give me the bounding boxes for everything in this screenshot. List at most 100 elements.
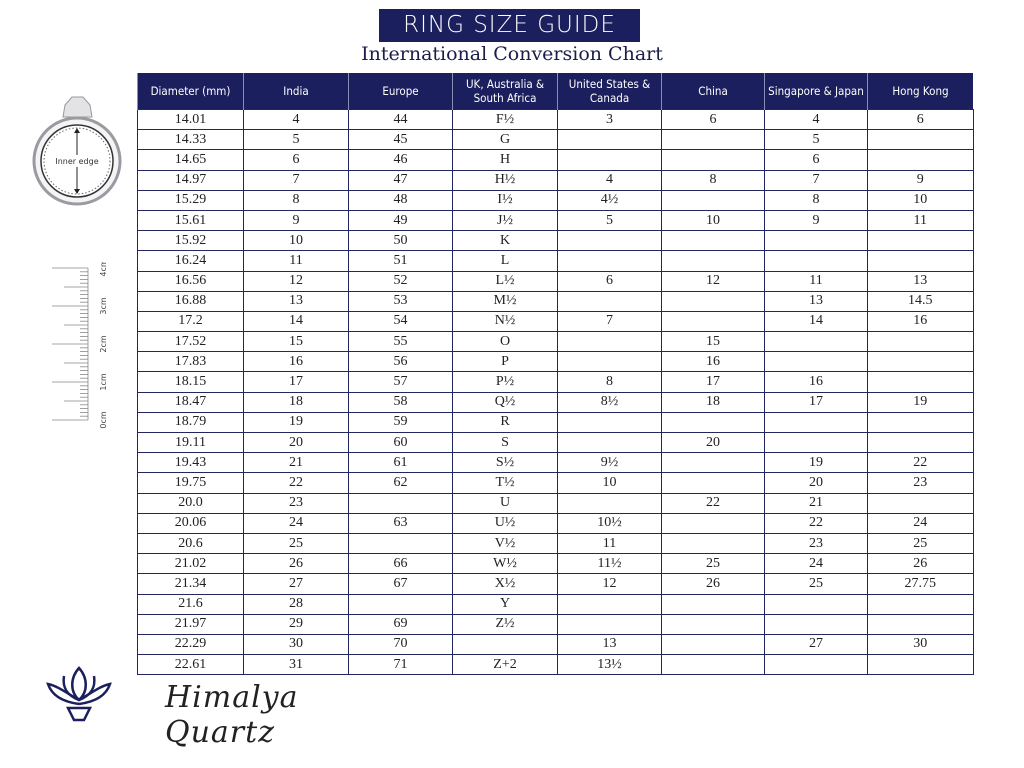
column-header: China — [661, 73, 765, 110]
table-cell: 6 — [243, 149, 349, 171]
table-cell: 18.15 — [137, 371, 244, 393]
table-cell — [661, 250, 765, 272]
table-cell — [764, 431, 868, 454]
table-cell — [557, 250, 662, 272]
table-cell: 18.47 — [137, 391, 244, 413]
table-row: 14.65 6 46 H 6 — [137, 149, 974, 171]
table-cell: 4 — [557, 169, 662, 191]
table-cell: 21 — [243, 452, 349, 474]
table-row: 14.01 4 44 F½ 3 6 4 6 — [137, 108, 974, 131]
table-cell: 12 — [557, 573, 662, 595]
table-cell: 57 — [348, 371, 453, 393]
table-cell — [867, 371, 974, 393]
table-cell: 22 — [243, 472, 349, 494]
table-cell — [557, 492, 662, 514]
table-cell: 16.88 — [137, 290, 244, 312]
table-cell: 16 — [764, 371, 868, 393]
table-cell: 14 — [243, 310, 349, 333]
table-cell — [661, 310, 765, 333]
table-cell: 54 — [348, 310, 453, 333]
table-row: 22.29 30 70 13 27 30 — [137, 633, 974, 656]
table-row: 20.0 23 U 22 21 — [137, 492, 974, 514]
subtitle: International Conversion Chart — [361, 43, 663, 65]
table-cell — [764, 613, 868, 635]
table-cell: 19.75 — [137, 472, 244, 494]
table-cell: 15.61 — [137, 209, 244, 232]
table-cell: 8 — [243, 189, 349, 211]
table-cell: 25 — [764, 573, 868, 595]
table-row: 21.6 28 Y — [137, 593, 974, 615]
table-cell: 27 — [243, 573, 349, 595]
table-cell: 17 — [243, 371, 349, 393]
table-cell: 15.92 — [137, 230, 244, 252]
table-cell — [867, 129, 974, 151]
table-cell — [661, 411, 765, 434]
table-cell — [867, 593, 974, 615]
table-cell: 22 — [867, 452, 974, 474]
table-cell: 11 — [557, 532, 662, 555]
table-cell: 28 — [243, 593, 349, 615]
table-cell — [348, 492, 453, 514]
table-cell — [661, 452, 765, 474]
table-cell: 30 — [243, 633, 349, 656]
ring-diagram-icon: Inner edge — [32, 96, 122, 206]
table-cell: 19 — [764, 452, 868, 474]
table-cell: 26 — [661, 573, 765, 595]
table-cell: 23 — [243, 492, 349, 514]
table-cell: 46 — [348, 149, 453, 171]
table-cell: V½ — [452, 532, 558, 555]
column-header: UK, Australia & South Africa — [452, 73, 558, 110]
table-cell — [557, 331, 662, 353]
brand-signature: Himalya Quartz — [165, 680, 299, 750]
table-cell: 15 — [243, 331, 349, 353]
table-cell: 71 — [348, 654, 453, 676]
table-cell — [764, 331, 868, 353]
table-cell: H — [452, 149, 558, 171]
table-row: 21.34 27 67 X½ 12 26 25 27.75 — [137, 573, 974, 595]
table-cell — [348, 593, 453, 615]
column-header: Singapore & Japan — [764, 73, 868, 110]
table-cell: X½ — [452, 573, 558, 595]
table-cell: 14.65 — [137, 149, 244, 171]
table-cell — [661, 512, 765, 534]
title-banner: RING SIZE GUIDE — [379, 9, 640, 42]
column-header: Europe — [348, 73, 453, 110]
table-cell: 17.52 — [137, 331, 244, 353]
table-cell: 13 — [764, 290, 868, 312]
table-cell — [452, 633, 558, 656]
table-cell: 20 — [764, 472, 868, 494]
table-cell: 22 — [764, 512, 868, 534]
table-cell: 16 — [867, 310, 974, 333]
table-cell: 16.56 — [137, 270, 244, 292]
table-cell: 11 — [243, 250, 349, 272]
column-header: Diameter (mm) — [137, 73, 244, 110]
table-row: 20.06 24 63 U½ 10½ 22 24 — [137, 512, 974, 534]
table-cell — [557, 149, 662, 171]
table-cell: 13 — [557, 633, 662, 656]
table-row: 17.52 15 55 O 15 — [137, 331, 974, 353]
table-cell: 17.83 — [137, 351, 244, 373]
table-cell: 13 — [243, 290, 349, 312]
table-cell: 16 — [661, 351, 765, 373]
table-cell: 14.33 — [137, 129, 244, 151]
table-cell: 30 — [867, 633, 974, 656]
table-cell: 4 — [764, 108, 868, 131]
ring-label: Inner edge — [55, 157, 98, 166]
table-cell: M½ — [452, 290, 558, 312]
table-row: 15.29 8 48 I½ 4½ 8 10 — [137, 189, 974, 211]
table-cell: 69 — [348, 613, 453, 635]
table-cell: 25 — [243, 532, 349, 555]
table-cell: 22 — [661, 492, 765, 514]
table-cell — [557, 593, 662, 615]
table-row: 14.33 5 45 G 5 — [137, 129, 974, 151]
table-cell: 20 — [661, 431, 765, 454]
table-cell: 11½ — [557, 553, 662, 575]
table-cell: 16.24 — [137, 250, 244, 272]
table-cell — [764, 250, 868, 272]
table-row: 20.6 25 V½ 11 23 25 — [137, 532, 974, 555]
table-cell: 18 — [243, 391, 349, 413]
table-cell: F½ — [452, 108, 558, 131]
table-cell — [661, 654, 765, 676]
table-cell: 50 — [348, 230, 453, 252]
table-cell — [661, 593, 765, 615]
